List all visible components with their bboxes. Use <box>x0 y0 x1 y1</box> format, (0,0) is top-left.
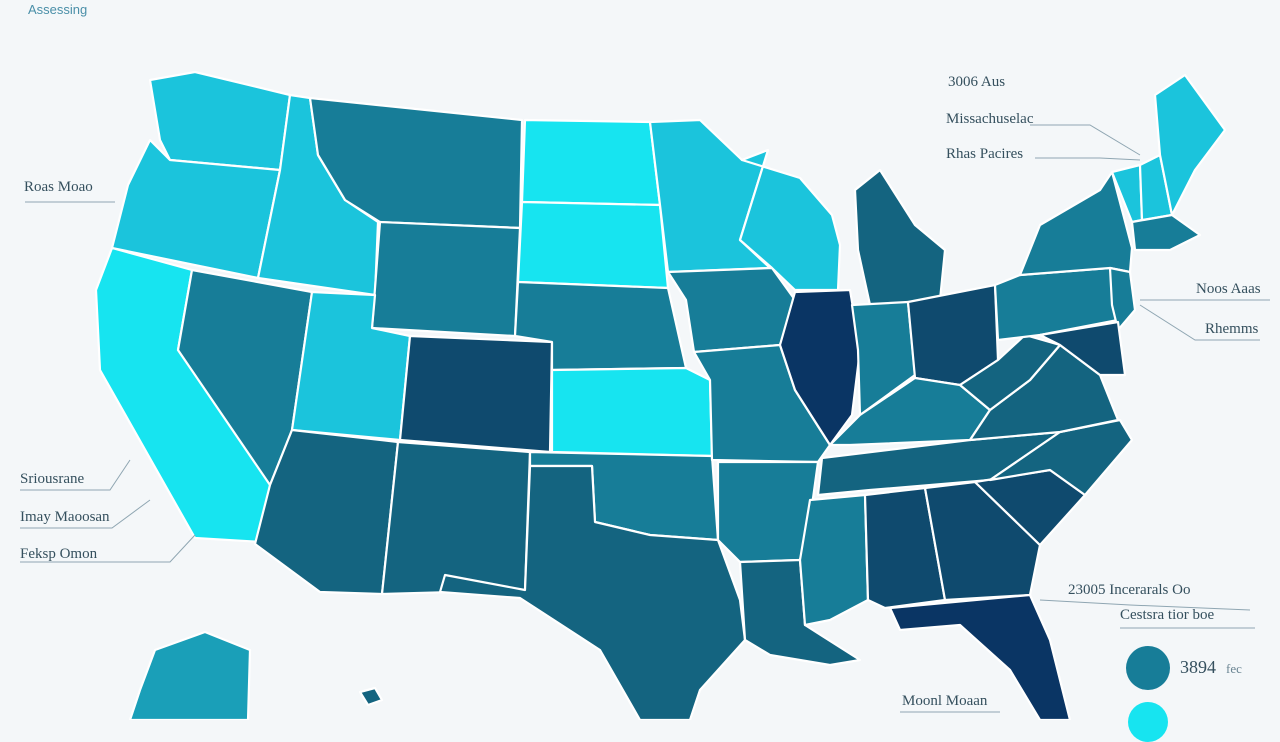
state-washington[interactable] <box>148 70 292 172</box>
state-kansas[interactable] <box>550 366 714 458</box>
label-bottom-center: Moonl Moaan <box>902 693 988 709</box>
leader-line <box>20 499 151 529</box>
state-south-dakota[interactable] <box>516 200 670 290</box>
legend-suffix: fec <box>1226 661 1242 676</box>
label-bottom-right-2: Cestsra tior boe <box>1120 607 1215 623</box>
leader-line <box>1039 599 1251 611</box>
state-illinois[interactable] <box>778 288 862 447</box>
label-top-right-3: Rhas Pacires <box>946 146 1024 162</box>
legend-dot <box>1126 646 1170 690</box>
state-new-jersey[interactable] <box>1108 266 1137 332</box>
leader-line <box>20 459 131 491</box>
label-top-right-2: Missachuselac <box>946 111 1034 127</box>
label-left-1: Roas Moao <box>24 179 93 195</box>
state-new-york[interactable] <box>1018 170 1134 277</box>
state-north-dakota[interactable] <box>520 118 662 207</box>
map-title: Assessing <box>28 2 88 17</box>
state-maine[interactable] <box>1153 73 1227 217</box>
state-hawaii[interactable] <box>358 686 384 707</box>
legend-dot <box>1128 702 1168 742</box>
label-right-mid-1: Noos Aaas <box>1196 281 1261 297</box>
state-florida[interactable] <box>888 593 1072 720</box>
label-right-mid-2: Rhemms <box>1205 321 1259 337</box>
leader-line <box>20 534 196 563</box>
state-indiana[interactable] <box>850 300 917 417</box>
state-michigan[interactable] <box>853 168 947 307</box>
us-choropleth-map <box>20 70 1270 720</box>
label-top-right-1: 3006 Aus <box>948 74 1006 90</box>
label-left-4: Feksp Omon <box>20 546 98 562</box>
state-massachusetts[interactable] <box>1130 213 1202 252</box>
label-left-3: Imay Maoosan <box>20 509 110 525</box>
label-bottom-right-1: 23005 Incerarals Oo <box>1068 582 1191 598</box>
state-colorado[interactable] <box>398 334 554 454</box>
leader-line <box>1139 304 1260 341</box>
state-alabama[interactable] <box>863 486 947 610</box>
state-wyoming[interactable] <box>370 220 522 338</box>
state-wisconsin[interactable] <box>738 148 842 292</box>
state-georgia[interactable] <box>923 480 1042 602</box>
state-new-mexico[interactable] <box>380 440 532 596</box>
leader-line <box>1030 124 1141 156</box>
state-texas[interactable] <box>438 464 747 720</box>
legend-value: 3894 <box>1180 657 1216 677</box>
state-iowa[interactable] <box>666 266 797 354</box>
label-left-2: Sriousrane <box>20 471 85 487</box>
state-mississippi[interactable] <box>798 493 870 627</box>
leader-line <box>1035 157 1141 161</box>
state-maryland[interactable] <box>1038 320 1127 377</box>
state-alaska[interactable] <box>128 630 252 720</box>
